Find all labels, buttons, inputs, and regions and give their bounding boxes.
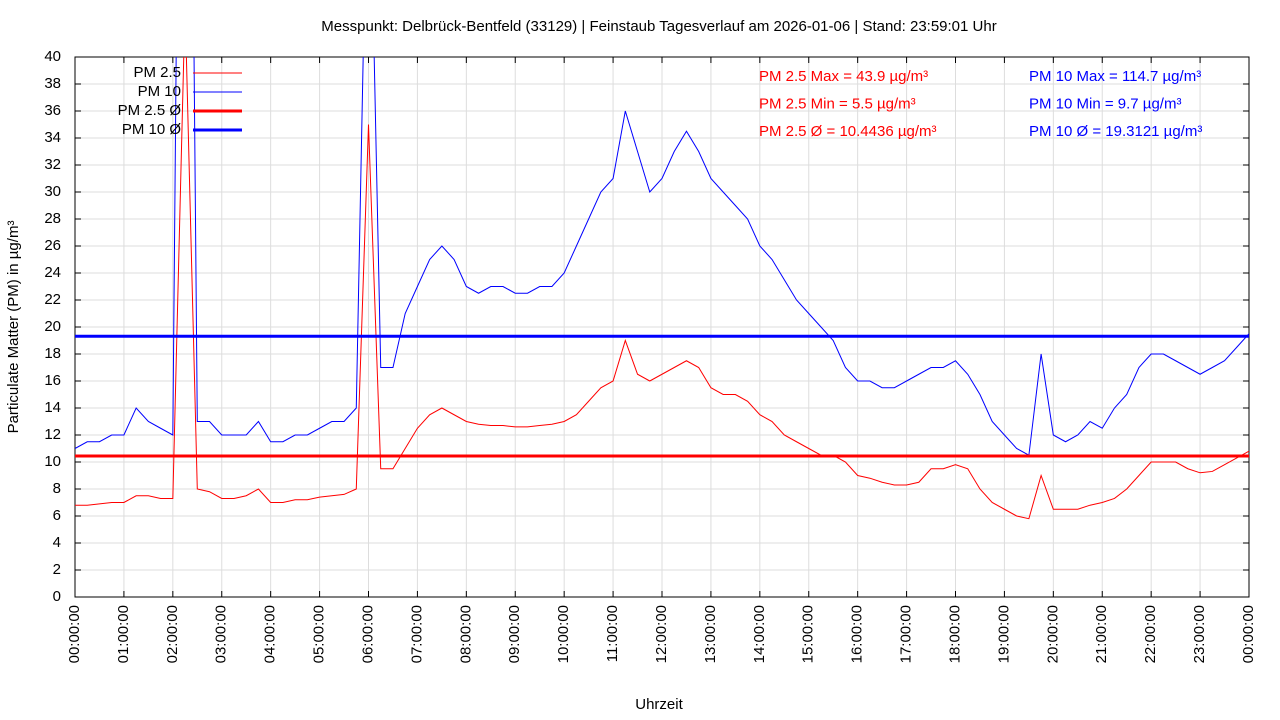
legend-label: PM 2.5 xyxy=(133,64,181,81)
x-axis-label: Uhrzeit xyxy=(635,696,683,713)
y-tick-label: 18 xyxy=(44,345,61,362)
x-tick-label: 05:00:00 xyxy=(311,605,328,663)
x-tick-label: 13:00:00 xyxy=(702,605,719,663)
y-tick-label: 20 xyxy=(44,318,61,335)
chart-title: Messpunkt: Delbrück-Bentfeld (33129) | F… xyxy=(321,18,996,35)
y-tick-label: 16 xyxy=(44,372,61,389)
y-tick-label: 38 xyxy=(44,75,61,92)
y-tick-label: 40 xyxy=(44,48,61,65)
x-tick-label: 14:00:00 xyxy=(751,605,768,663)
x-tick-label: 04:00:00 xyxy=(262,605,279,663)
x-tick-label: 23:00:00 xyxy=(1191,605,1208,663)
legend-label: PM 10 xyxy=(138,83,181,100)
stat-annotation: PM 10 Max = 114.7 µg/m³ xyxy=(1029,68,1201,85)
y-tick-label: 28 xyxy=(44,210,61,227)
y-tick-label: 6 xyxy=(53,507,61,524)
plot-area xyxy=(75,57,1249,520)
x-tick-label: 09:00:00 xyxy=(506,605,523,663)
x-tick-label: 01:00:00 xyxy=(115,605,132,663)
stat-annotation: PM 2.5 Ø = 10.4436 µg/m³ xyxy=(759,123,936,140)
y-tick-label: 12 xyxy=(44,426,61,443)
stat-annotation: PM 2.5 Max = 43.9 µg/m³ xyxy=(759,68,928,85)
y-tick-label: 34 xyxy=(44,129,61,146)
legend-label: PM 10 Ø xyxy=(122,121,182,138)
x-tick-label: 18:00:00 xyxy=(946,605,963,663)
y-tick-label: 0 xyxy=(53,588,61,605)
y-tick-label: 24 xyxy=(44,264,61,281)
x-tick-label: 06:00:00 xyxy=(359,605,376,663)
x-tick-label: 07:00:00 xyxy=(408,605,425,663)
y-tick-label: 4 xyxy=(53,534,61,551)
x-tick-label: 00:00:00 xyxy=(66,605,83,663)
y-tick-label: 2 xyxy=(53,561,61,578)
y-tick-label: 30 xyxy=(44,183,61,200)
stat-annotation: PM 10 Ø = 19.3121 µg/m³ xyxy=(1029,123,1202,140)
stat-annotation: PM 2.5 Min = 5.5 µg/m³ xyxy=(759,95,916,112)
y-tick-label: 26 xyxy=(44,237,61,254)
legend-label: PM 2.5 Ø xyxy=(118,102,182,119)
y-tick-label: 22 xyxy=(44,291,61,308)
data-line xyxy=(75,57,1249,457)
y-tick-label: 36 xyxy=(44,102,61,119)
x-tick-label: 19:00:00 xyxy=(995,605,1012,663)
x-tick-label: 15:00:00 xyxy=(800,605,817,663)
y-axis-label: Particulate Matter (PM) in µg/m³ xyxy=(5,221,22,434)
plot-frame xyxy=(74,56,1250,598)
x-tick-label: 12:00:00 xyxy=(653,605,670,663)
x-tick-label: 00:00:00 xyxy=(1240,605,1257,663)
x-tick-label: 17:00:00 xyxy=(898,605,915,663)
x-tick-label: 11:00:00 xyxy=(604,605,621,662)
y-tick-label: 32 xyxy=(44,156,61,173)
x-tick-label: 20:00:00 xyxy=(1044,605,1061,663)
x-tick-label: 08:00:00 xyxy=(457,605,474,663)
y-tick-label: 14 xyxy=(44,399,61,416)
x-tick-label: 21:00:00 xyxy=(1093,605,1110,663)
x-tick-label: 02:00:00 xyxy=(164,605,181,663)
x-tick-label: 10:00:00 xyxy=(555,605,572,663)
data-line xyxy=(75,57,1249,520)
stat-annotation: PM 10 Min = 9.7 µg/m³ xyxy=(1029,95,1181,112)
x-tick-label: 16:00:00 xyxy=(849,605,866,663)
x-tick-label: 22:00:00 xyxy=(1142,605,1159,663)
x-tick-label: 03:00:00 xyxy=(213,605,230,663)
y-tick-label: 8 xyxy=(53,480,61,497)
y-tick-label: 10 xyxy=(44,453,61,470)
